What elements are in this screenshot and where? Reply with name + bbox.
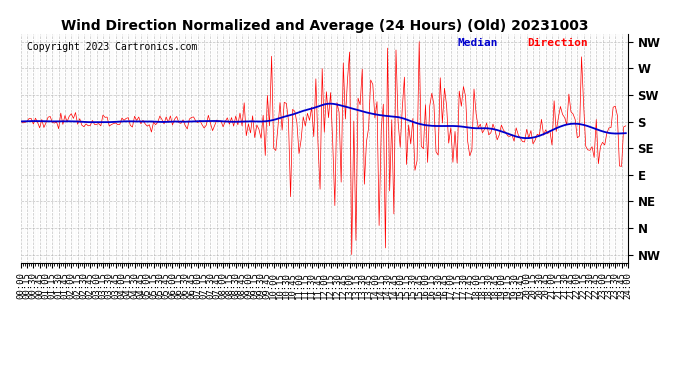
Text: Copyright 2023 Cartronics.com: Copyright 2023 Cartronics.com xyxy=(27,42,197,52)
Text: Median: Median xyxy=(458,38,498,48)
Text: Direction: Direction xyxy=(528,38,589,48)
Title: Wind Direction Normalized and Average (24 Hours) (Old) 20231003: Wind Direction Normalized and Average (2… xyxy=(61,19,588,33)
